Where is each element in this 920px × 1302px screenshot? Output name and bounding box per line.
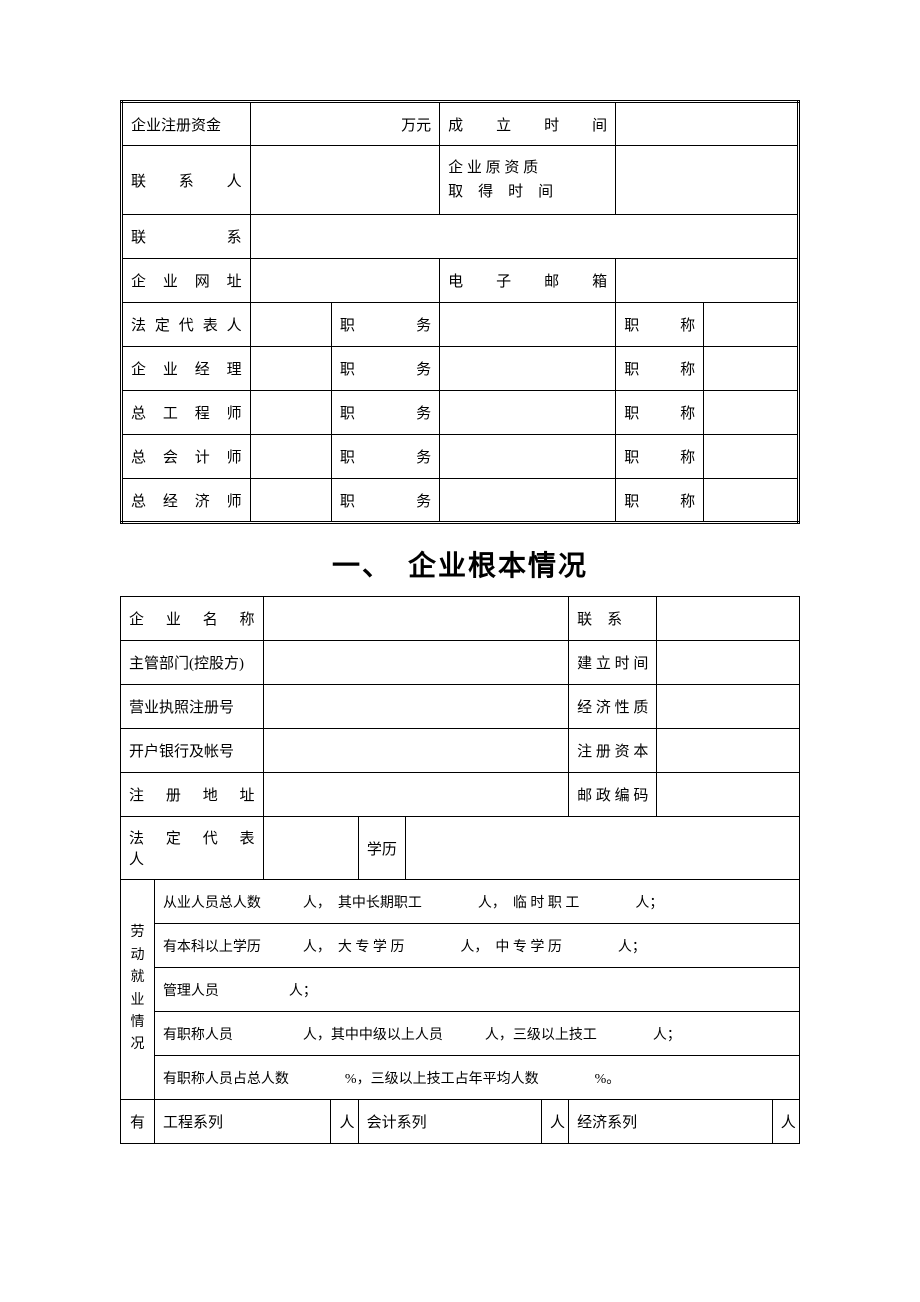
title-value-4	[704, 435, 799, 479]
company-basic-table-1: 企业注册资金 万元 成 立 时 间 联 系 人 企 业 原 资 质 取 得 时 …	[120, 100, 800, 524]
title-value-3	[704, 391, 799, 435]
title-value-5	[704, 479, 799, 523]
manager-label: 企 业 经 理	[122, 347, 251, 391]
acct-series-label: 会计系列	[358, 1100, 541, 1144]
econ-series-label: 经济系列	[569, 1100, 773, 1144]
labor-row-4: 有职称人员 人，其中中级以上人员 人，三级以上技工 人；	[154, 1012, 799, 1056]
labor-row-3: 管理人员 人；	[154, 968, 799, 1012]
legal-rep-value-t2	[263, 817, 358, 880]
chief-econ-value	[250, 479, 331, 523]
bank-label: 开户银行及帐号	[121, 729, 264, 773]
reg-addr-value	[263, 773, 569, 817]
chief-acct-label: 总 会 计 师	[122, 435, 251, 479]
company-name-label: 企 业 名 称	[121, 597, 264, 641]
website-label: 企 业 网 址	[122, 259, 251, 303]
orig-qual-label: 企 业 原 资 质 取 得 时 间	[440, 146, 616, 215]
contact2-label: 联 系	[122, 215, 251, 259]
title-label-2: 职 称	[616, 347, 704, 391]
contact2-value	[250, 215, 798, 259]
unit-wan: 万元	[250, 102, 440, 146]
contact-value-t2	[657, 597, 800, 641]
title-value-2	[704, 347, 799, 391]
duty-value-1	[440, 303, 616, 347]
duty-value-4	[440, 435, 616, 479]
section-title: 一、 企业根本情况	[120, 532, 800, 596]
email-label: 电 子 邮 箱	[440, 259, 616, 303]
edu-label: 学历	[358, 817, 406, 880]
company-basic-table-2: 企 业 名 称 联 系 主管部门(控股方) 建 立 时 间 营业执照注册号 经 …	[120, 596, 800, 1144]
duty-label-4: 职 务	[331, 435, 439, 479]
title-label-3: 职 称	[616, 391, 704, 435]
contact-person-label: 联 系 人	[122, 146, 251, 215]
postal-value	[657, 773, 800, 817]
orig-qual-value	[616, 146, 799, 215]
supervisor-value	[263, 641, 569, 685]
postal-label: 邮 政 编 码	[569, 773, 657, 817]
orig-qual-line1: 企 业 原 资 质	[448, 160, 538, 176]
contact-person-value	[250, 146, 440, 215]
website-value	[250, 259, 440, 303]
econ-type-value	[657, 685, 800, 729]
orig-qual-line2: 取 得 时 间	[448, 184, 553, 200]
eng-series-unit: 人	[331, 1100, 358, 1144]
legal-rep-label: 法 定 代 表 人	[122, 303, 251, 347]
reg-addr-label: 注 册 地 址	[121, 773, 264, 817]
duty-label-3: 职 务	[331, 391, 439, 435]
supervisor-label: 主管部门(控股方)	[121, 641, 264, 685]
econ-series-unit: 人	[772, 1100, 799, 1144]
chief-eng-label: 总 工 程 师	[122, 391, 251, 435]
establish-time-value	[616, 102, 799, 146]
bank-value	[263, 729, 569, 773]
license-label: 营业执照注册号	[121, 685, 264, 729]
has-label: 有	[121, 1100, 155, 1144]
reg-capital-label: 企业注册资金	[122, 102, 251, 146]
establish-time-label: 成 立 时 间	[440, 102, 616, 146]
eng-series-label: 工程系列	[154, 1100, 331, 1144]
chief-econ-label: 总 经 济 师	[122, 479, 251, 523]
legal-rep-label-t2: 法 定 代 表 人	[121, 817, 264, 880]
chief-eng-value	[250, 391, 331, 435]
duty-value-2	[440, 347, 616, 391]
reg-cap-label: 注 册 资 本	[569, 729, 657, 773]
duty-label-2: 职 务	[331, 347, 439, 391]
title-label-1: 职 称	[616, 303, 704, 347]
company-name-value	[263, 597, 569, 641]
econ-type-label: 经 济 性 质	[569, 685, 657, 729]
duty-label-1: 职 务	[331, 303, 439, 347]
duty-label-5: 职 务	[331, 479, 439, 523]
build-time-value	[657, 641, 800, 685]
chief-acct-value	[250, 435, 331, 479]
labor-row-5: 有职称人员占总人数 %，三级以上技工占年平均人数 %。	[154, 1056, 799, 1100]
acct-series-unit: 人	[541, 1100, 568, 1144]
labor-row-1: 从业人员总人数 人， 其中长期职工 人， 临 时 职 工 人；	[154, 880, 799, 924]
title-label-4: 职 称	[616, 435, 704, 479]
license-value	[263, 685, 569, 729]
legal-rep-value	[250, 303, 331, 347]
email-value	[616, 259, 799, 303]
contact-label-t2: 联 系	[569, 597, 657, 641]
labor-label: 劳动就业情况	[121, 880, 155, 1100]
edu-value	[406, 817, 800, 880]
duty-value-3	[440, 391, 616, 435]
title-value-1	[704, 303, 799, 347]
labor-row-2: 有本科以上学历 人， 大 专 学 历 人， 中 专 学 历 人；	[154, 924, 799, 968]
reg-cap-value	[657, 729, 800, 773]
build-time-label: 建 立 时 间	[569, 641, 657, 685]
duty-value-5	[440, 479, 616, 523]
manager-value	[250, 347, 331, 391]
title-label-5: 职 称	[616, 479, 704, 523]
